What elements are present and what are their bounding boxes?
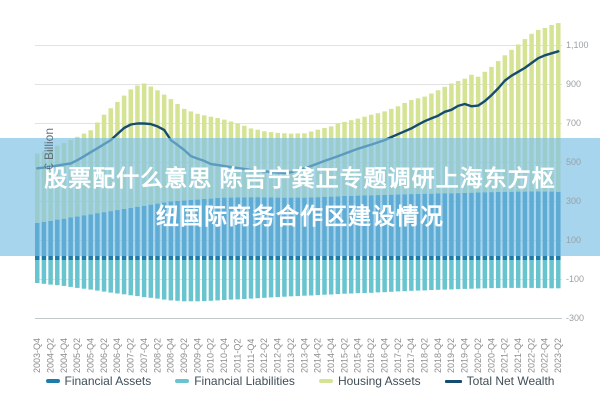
svg-text:2006-Q2: 2006-Q2 — [99, 338, 109, 373]
y-tick-label-300: 300 — [566, 196, 582, 206]
y-tick-label-100: 100 — [566, 235, 582, 245]
svg-text:2009-Q4: 2009-Q4 — [192, 338, 202, 373]
svg-text:2007-Q2: 2007-Q2 — [126, 338, 136, 373]
svg-text:2011-Q4: 2011-Q4 — [246, 339, 256, 373]
svg-text:2016-Q4: 2016-Q4 — [379, 338, 389, 373]
legend-label: Financial Liabilities — [194, 374, 295, 388]
svg-text:2006-Q4: 2006-Q4 — [112, 338, 122, 373]
svg-text:2020-Q4: 2020-Q4 — [486, 338, 496, 373]
y-tick-label--100: -100 — [566, 274, 585, 284]
headline-overlay-band: 股票配什么意思 陈吉宁龚正专题调研上海东方枢 纽国际商务合作区建设情况 — [0, 138, 600, 256]
svg-text:2004-Q4: 2004-Q4 — [59, 338, 69, 373]
svg-text:2005-Q4: 2005-Q4 — [86, 338, 96, 373]
y-tick-label-900: 900 — [566, 79, 582, 89]
financial-liabilities-bars — [35, 260, 561, 302]
svg-text:2005-Q2: 2005-Q2 — [72, 338, 82, 373]
svg-text:2018-Q2: 2018-Q2 — [420, 338, 430, 373]
svg-text:2014-Q4: 2014-Q4 — [326, 338, 336, 373]
legend-swatch-housing-assets — [318, 379, 333, 383]
y-tick-label-700: 700 — [566, 118, 582, 128]
svg-text:2003-Q4: 2003-Q4 — [32, 338, 42, 373]
legend-label: Housing Assets — [337, 374, 421, 388]
svg-text:2007-Q4: 2007-Q4 — [139, 338, 149, 373]
svg-text:2022-Q4: 2022-Q4 — [540, 338, 550, 373]
headline-line-2: 纽国际商务合作区建设情况 — [156, 203, 444, 229]
svg-text:2009-Q2: 2009-Q2 — [179, 338, 189, 373]
svg-text:2021-Q2: 2021-Q2 — [500, 338, 510, 373]
legend-swatch-total-net-wealth — [444, 379, 462, 383]
y-tick-label--300: -300 — [566, 313, 585, 323]
svg-text:2012-Q4: 2012-Q4 — [273, 338, 283, 373]
legend-swatch-financial-assets — [45, 379, 60, 383]
svg-text:2014-Q2: 2014-Q2 — [313, 338, 323, 373]
svg-text:2013-Q4: 2013-Q4 — [299, 338, 309, 373]
legend-label: Financial Assets — [64, 374, 152, 388]
svg-text:2018-Q4: 2018-Q4 — [433, 338, 443, 373]
svg-text:2011-Q2: 2011-Q2 — [232, 339, 242, 373]
svg-text:2022-Q2: 2022-Q2 — [526, 338, 536, 373]
svg-text:2021-Q4: 2021-Q4 — [513, 338, 523, 373]
y-tick-label-500: 500 — [566, 157, 582, 167]
y-axis-title: € Billion — [42, 127, 56, 170]
svg-text:2008-Q2: 2008-Q2 — [152, 338, 162, 373]
svg-text:2019-Q2: 2019-Q2 — [446, 338, 456, 373]
svg-text:2019-Q4: 2019-Q4 — [460, 338, 470, 373]
chart-legend: Financial Assets Financial Liabilities Hou… — [0, 374, 600, 388]
svg-text:2010-Q2: 2010-Q2 — [206, 338, 216, 373]
svg-text:2023-Q2: 2023-Q2 — [553, 338, 563, 373]
legend-item-financial-liabilities: Financial Liabilities — [175, 374, 295, 388]
svg-text:2013-Q2: 2013-Q2 — [286, 338, 296, 373]
legend-item-housing-assets: Housing Assets — [318, 374, 421, 388]
svg-text:2010-Q4: 2010-Q4 — [219, 338, 229, 373]
legend-swatch-financial-liabilities — [175, 379, 190, 383]
svg-text:2016-Q2: 2016-Q2 — [366, 338, 376, 373]
headline-line-1: 股票配什么意思 陈吉宁龚正专题调研上海东方枢 — [44, 165, 556, 191]
svg-text:2015-Q2: 2015-Q2 — [339, 338, 349, 373]
svg-text:2004-Q2: 2004-Q2 — [45, 338, 55, 373]
svg-text:2015-Q4: 2015-Q4 — [353, 338, 363, 373]
svg-text:2008-Q4: 2008-Q4 — [166, 338, 176, 373]
svg-text:2020-Q2: 2020-Q2 — [473, 338, 483, 373]
y-tick-label-1100: 1,100 — [566, 40, 589, 50]
x-axis-tick-labels: 2003-Q4 2004-Q2 2004-Q4 2005-Q2 2005-Q4 2006-… — [32, 338, 563, 373]
svg-text:2012-Q2: 2012-Q2 — [259, 338, 269, 373]
svg-text:2017-Q4: 2017-Q4 — [406, 338, 416, 373]
legend-item-financial-assets: Financial Assets — [45, 374, 152, 388]
svg-text:2017-Q2: 2017-Q2 — [393, 338, 403, 373]
legend-item-total-net-wealth: Total Net Wealth — [444, 374, 555, 388]
legend-label: Total Net Wealth — [466, 374, 555, 388]
